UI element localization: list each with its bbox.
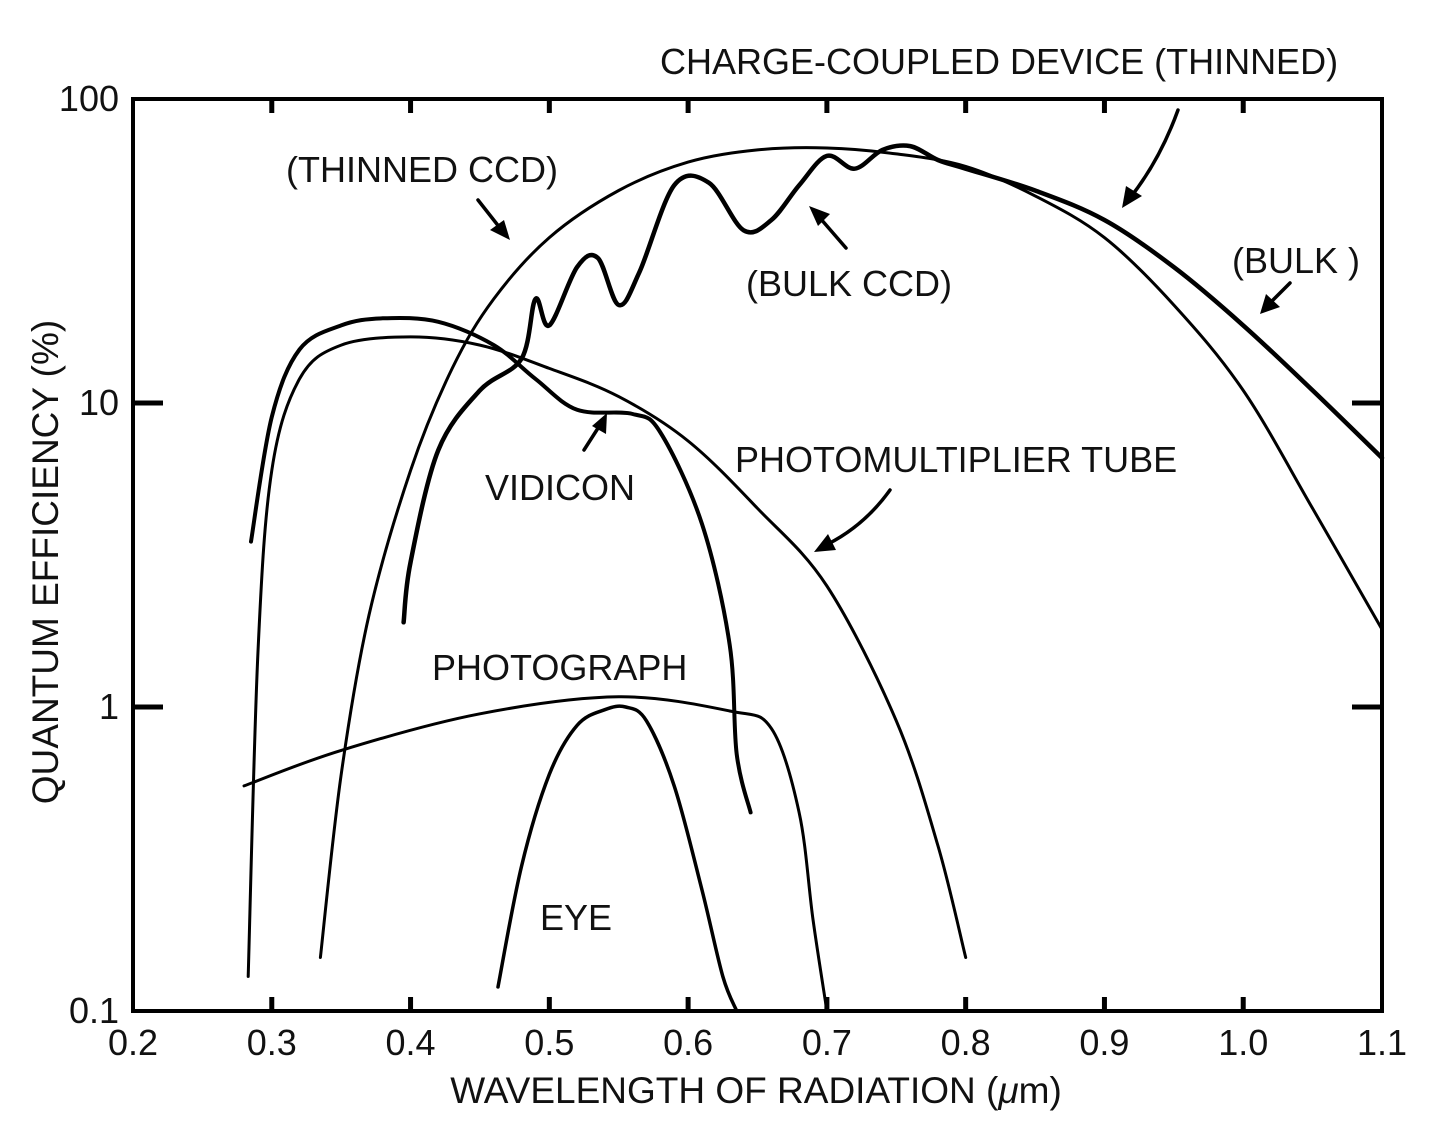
x-tick-label: 1.0 xyxy=(1218,1022,1268,1063)
arrow-photomultiplier xyxy=(814,488,892,552)
label-vidicon: VIDICON xyxy=(485,467,635,508)
y-axis-title: QUANTUM EFFICIENCY (%) xyxy=(25,320,66,804)
x-tick-label: 0.6 xyxy=(663,1022,713,1063)
arrow-bulk-ccd xyxy=(809,206,848,250)
y-tick-label: 10 xyxy=(79,382,119,423)
x-tick-label: 0.2 xyxy=(108,1022,158,1063)
curves xyxy=(242,143,1385,1013)
arrow-bulk xyxy=(1260,281,1292,314)
series-line-vidicon xyxy=(249,315,753,815)
annotation-arrows xyxy=(476,108,1292,552)
arrow-ccd-thinned xyxy=(1122,108,1180,208)
label-bulk-ccd: (BULK CCD) xyxy=(746,263,952,304)
label-thinned-ccd: (THINNED CCD) xyxy=(286,149,558,190)
series-line-charge-coupled-device-thinned xyxy=(318,146,1384,959)
series-line-bulk-ccd xyxy=(401,143,1385,625)
arrow-thinned-ccd xyxy=(476,198,510,240)
x-axis-title-unit: μ xyxy=(997,1070,1018,1111)
x-tick-label: 1.1 xyxy=(1357,1022,1407,1063)
tick-labels: 0.2 0.3 0.4 0.5 0.6 0.7 0.8 0.9 1.0 1.1 0.1 1 10 100 xyxy=(59,78,1407,1063)
x-axis-title: WAVELENGTH OF RADIATION (μm) xyxy=(450,1070,1062,1111)
label-ccd-thinned: CHARGE-COUPLED DEVICE (THINNED) xyxy=(660,41,1338,82)
x-tick-label: 0.8 xyxy=(941,1022,991,1063)
plot-frame xyxy=(131,97,1384,1013)
x-tick-label: 0.7 xyxy=(802,1022,852,1063)
series-line-photograph xyxy=(242,695,829,1013)
label-photomultiplier: PHOTOMULTIPLIER TUBE xyxy=(735,439,1177,480)
x-axis-title-prefix: WAVELENGTH OF RADIATION ( xyxy=(450,1070,999,1111)
series-line-eye xyxy=(496,704,739,1013)
x-tick-label: 0.4 xyxy=(386,1022,436,1063)
x-tick-label: 0.3 xyxy=(247,1022,297,1063)
x-axis-title-suffix: m) xyxy=(1019,1070,1062,1111)
label-photograph: PHOTOGRAPH xyxy=(432,647,687,688)
label-eye: EYE xyxy=(540,897,612,938)
y-tick-label: 1 xyxy=(99,686,119,727)
x-tick-label: 0.9 xyxy=(1079,1022,1129,1063)
y-tick-label: 100 xyxy=(59,78,119,119)
y-tick-label: 0.1 xyxy=(69,990,119,1031)
arrow-vidicon xyxy=(582,413,607,452)
series-line-photomultiplier-tube xyxy=(246,335,968,978)
x-tick-label: 0.5 xyxy=(524,1022,574,1063)
label-bulk: (BULK ) xyxy=(1232,240,1360,281)
axis-ticks xyxy=(133,99,1382,1011)
